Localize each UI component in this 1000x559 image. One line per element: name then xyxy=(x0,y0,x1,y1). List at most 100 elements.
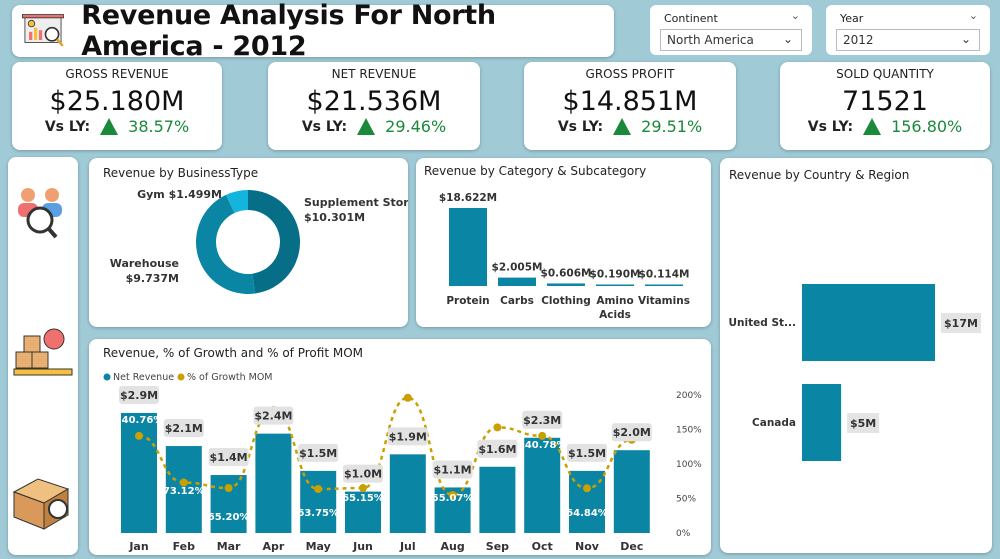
chevron-down-icon[interactable]: ⌄ xyxy=(968,9,978,22)
bar-label-bg xyxy=(611,423,652,442)
kpi-value: $25.180M xyxy=(49,86,185,117)
revenue-bar[interactable] xyxy=(121,412,157,533)
customers-analysis-icon[interactable] xyxy=(18,188,62,239)
business-type-donut: Supplement Store $10.301M Warehouse $9.737M… xyxy=(110,188,408,294)
revenue-label: $2.0M xyxy=(613,426,651,439)
kpi-label: SOLD QUANTITY xyxy=(836,67,934,81)
bar-label-bg xyxy=(387,427,428,446)
legend-marker-growth xyxy=(177,373,185,381)
donut-slice[interactable] xyxy=(225,190,248,214)
growth-point[interactable] xyxy=(179,478,188,487)
country-bar-chart: United St... $17M Canada $5M xyxy=(729,284,981,461)
legend-net-revenue: Net Revenue xyxy=(113,372,174,383)
category-bar[interactable] xyxy=(645,284,683,287)
month-tick: Apr xyxy=(262,540,284,553)
bar-label-bg xyxy=(208,448,249,467)
revenue-label: $1.5M xyxy=(568,447,606,460)
business-type-card: Revenue by BusinessType Supplement Store… xyxy=(89,158,408,327)
revenue-bar[interactable] xyxy=(479,466,516,533)
kpi-label: GROSS REVENUE xyxy=(65,67,169,81)
trend-up-icon xyxy=(100,118,119,135)
kpi-card: GROSS PROFIT $14.851M Vs LY: 29.51% xyxy=(524,62,736,150)
continent-dropdown[interactable]: North America ⌄ xyxy=(660,29,802,51)
chart-title: Revenue by BusinessType xyxy=(103,166,259,180)
kpi-value: 71521 xyxy=(842,86,928,117)
year-dropdown[interactable]: 2012 ⌄ xyxy=(836,29,980,51)
kpi-card: SOLD QUANTITY 71521 Vs LY: 156.80% xyxy=(780,62,990,150)
kpi-change: 29.51% xyxy=(641,117,703,136)
vs-ly-label: Vs LY: xyxy=(557,118,604,135)
continent-slicer[interactable]: Continent ⌄ North America ⌄ xyxy=(650,5,812,55)
growth-point[interactable] xyxy=(583,484,591,493)
revenue-bar[interactable] xyxy=(165,446,202,533)
category-bar[interactable] xyxy=(547,283,585,286)
donut-slice[interactable] xyxy=(196,194,256,294)
growth-label: 65.15% xyxy=(342,493,384,504)
chart-title: Revenue by Category & Subcategory xyxy=(424,164,647,178)
growth-label: 73.12% xyxy=(163,486,205,497)
revenue-bar[interactable] xyxy=(389,454,426,533)
country-card: Revenue by Country & Region United St...… xyxy=(720,158,992,553)
growth-point[interactable] xyxy=(314,485,323,494)
growth-point[interactable] xyxy=(403,393,412,402)
slice-label: Warehouse xyxy=(110,257,179,270)
kpi-change: 29.46% xyxy=(385,117,447,136)
y2-tick: 0% xyxy=(676,529,691,539)
category-bar[interactable] xyxy=(498,277,536,286)
growth-point[interactable] xyxy=(135,431,143,440)
kpi-card: GROSS REVENUE $25.180M Vs LY: 38.57% xyxy=(12,62,222,150)
inventory-icon[interactable] xyxy=(13,328,73,376)
bar-label: $18.622M xyxy=(439,192,497,204)
bar-label-bg xyxy=(477,439,518,458)
revenue-bar[interactable] xyxy=(613,450,650,533)
category-bar[interactable] xyxy=(596,284,634,287)
mom-combo-chart: Net Revenue % of Growth MOM 0% 50% 100% 150% 2… xyxy=(103,372,702,553)
revenue-label: $1.0M xyxy=(344,468,382,481)
growth-point[interactable] xyxy=(224,484,233,493)
year-slicer[interactable]: Year ⌄ 2012 ⌄ xyxy=(826,5,990,55)
growth-point[interactable] xyxy=(448,491,457,500)
revenue-label: $2.9M xyxy=(120,389,158,402)
country-bar[interactable] xyxy=(802,384,842,461)
month-tick: Feb xyxy=(173,540,196,553)
bar-label: $5M xyxy=(850,417,876,430)
month-tick: Jan xyxy=(128,540,148,553)
revenue-bar[interactable] xyxy=(300,470,337,533)
country-bar[interactable] xyxy=(802,284,935,361)
month-tick: May xyxy=(306,540,331,553)
revenue-bar[interactable] xyxy=(255,433,292,533)
slice-value: $10.301M xyxy=(304,211,365,224)
growth-point[interactable] xyxy=(359,484,367,493)
bar-label-bg xyxy=(343,464,383,483)
growth-point[interactable] xyxy=(493,423,502,432)
chevron-down-icon: ⌄ xyxy=(960,32,971,46)
country-tick: Canada xyxy=(752,417,796,429)
y2-tick: 50% xyxy=(676,495,696,505)
vs-ly-label: Vs LY: xyxy=(807,118,854,135)
vs-ly-label: Vs LY: xyxy=(44,118,91,135)
chart-title: Revenue by Country & Region xyxy=(729,168,910,182)
month-tick: Sep xyxy=(486,540,509,553)
donut-slice[interactable] xyxy=(248,190,300,294)
year-label: Year xyxy=(840,12,864,25)
kpi-card: NET REVENUE $21.536M Vs LY: 29.46% xyxy=(268,62,480,150)
growth-label: 64.84% xyxy=(566,508,608,519)
bar-label-bg xyxy=(253,406,294,425)
month-tick: Jun xyxy=(352,540,373,553)
growth-point[interactable] xyxy=(538,431,547,440)
kpi-value: $14.851M xyxy=(562,86,698,117)
revenue-bar[interactable] xyxy=(345,491,381,533)
category-bar[interactable] xyxy=(449,208,487,286)
trend-up-icon xyxy=(357,118,376,135)
legend-growth: % of Growth MOM xyxy=(187,372,273,383)
kpi-change: 38.57% xyxy=(128,117,190,136)
title-card: Revenue Analysis For North America - 201… xyxy=(12,0,614,62)
year-value: 2012 xyxy=(843,33,874,47)
bar-label-bg xyxy=(119,385,159,404)
category-tick: Clothing xyxy=(541,295,591,307)
revenue-bar[interactable] xyxy=(210,475,247,533)
bar-label-bg xyxy=(522,410,563,429)
chevron-down-icon[interactable]: ⌄ xyxy=(790,9,800,22)
revenue-bar[interactable] xyxy=(524,437,561,533)
product-return-icon[interactable] xyxy=(12,478,70,530)
